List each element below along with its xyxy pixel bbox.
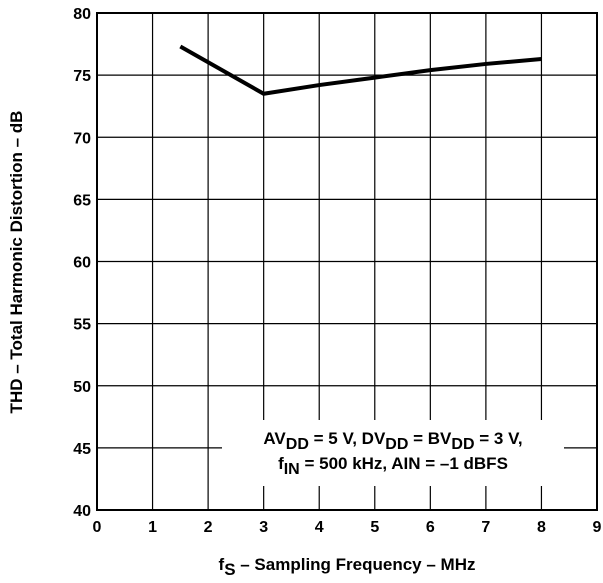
y-tick-label-70: 70	[73, 130, 91, 147]
y-tick-label-50: 50	[73, 379, 91, 396]
y-tick-label-65: 65	[73, 192, 91, 209]
plot-frame	[96, 12, 598, 511]
x-tick-label-7: 7	[481, 519, 490, 536]
annotation-background	[222, 420, 564, 486]
x-tick-label-8: 8	[537, 519, 546, 536]
y-axis-title: THD – Total Harmonic Distortion – dB	[7, 111, 26, 414]
y-tick-label-40: 40	[73, 503, 91, 520]
x-tick-label-4: 4	[315, 519, 324, 536]
y-tick-label-55: 55	[73, 317, 91, 334]
annotation-line-2: fIN = 500 kHz, AIN = –1 dBFS	[278, 454, 508, 478]
x-tick-labels: 0 1 2 3 4 5 6 7 8 9	[93, 519, 602, 536]
y-tick-label-75: 75	[73, 68, 91, 85]
grid	[97, 13, 597, 510]
y-tick-label-80: 80	[73, 6, 91, 23]
x-axis-title: fS – Sampling Frequency – MHz	[219, 555, 476, 579]
series-line-0	[179, 44, 542, 96]
x-tick-label-2: 2	[204, 519, 213, 536]
x-tick-label-1: 1	[148, 519, 157, 536]
x-tick-label-0: 0	[93, 519, 102, 536]
x-tick-label-9: 9	[593, 519, 602, 536]
annotation-line-1: AVDD = 5 V, DVDD = BVDD = 3 V,	[263, 429, 522, 453]
series-group	[179, 44, 542, 96]
x-tick-label-5: 5	[370, 519, 379, 536]
x-tick-label-3: 3	[259, 519, 268, 536]
y-tick-label-60: 60	[73, 255, 91, 272]
y-tick-labels: 40 45 50 55 60 65 70 75 80	[73, 6, 91, 520]
x-tick-label-6: 6	[426, 519, 435, 536]
y-tick-label-45: 45	[73, 441, 91, 458]
